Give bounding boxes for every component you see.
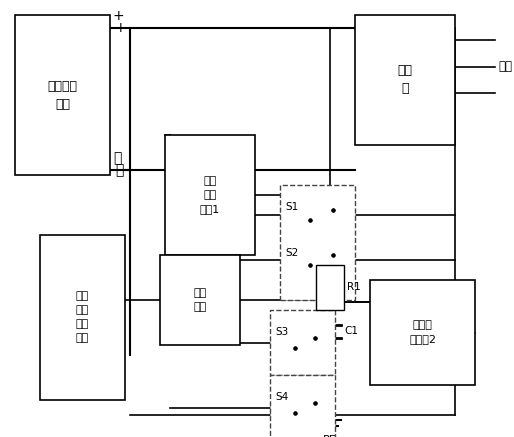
Text: S1: S1 bbox=[285, 202, 298, 212]
Text: 逆变
器: 逆变 器 bbox=[397, 65, 413, 96]
Text: S2: S2 bbox=[285, 248, 298, 258]
Bar bbox=[15, 15, 110, 175]
Text: 电压采
样模块2: 电压采 样模块2 bbox=[409, 320, 436, 344]
Text: +: + bbox=[113, 9, 124, 23]
Text: 绝缘
阻抗
检测
装置: 绝缘 阻抗 检测 装置 bbox=[76, 291, 89, 343]
Text: S3: S3 bbox=[275, 327, 288, 337]
Bar bbox=[270, 310, 335, 375]
Bar bbox=[160, 255, 240, 345]
Text: －: － bbox=[115, 163, 123, 177]
Bar bbox=[270, 375, 335, 437]
Bar bbox=[370, 280, 475, 385]
Text: +: + bbox=[115, 21, 126, 35]
Text: S4: S4 bbox=[275, 392, 288, 402]
Text: 电压
采样
模块1: 电压 采样 模块1 bbox=[200, 176, 220, 214]
Bar bbox=[280, 185, 355, 300]
Text: C1: C1 bbox=[344, 326, 358, 336]
Text: PE: PE bbox=[323, 435, 337, 437]
Text: R1: R1 bbox=[347, 282, 361, 292]
Text: 电网: 电网 bbox=[498, 60, 512, 73]
Bar bbox=[316, 265, 344, 310]
Bar bbox=[40, 235, 125, 400]
Bar bbox=[355, 15, 455, 145]
Text: 控制
单元: 控制 单元 bbox=[193, 288, 207, 312]
Text: 光伏组件
阵列: 光伏组件 阵列 bbox=[47, 80, 78, 111]
Text: －: － bbox=[113, 151, 121, 165]
Bar bbox=[165, 135, 255, 255]
